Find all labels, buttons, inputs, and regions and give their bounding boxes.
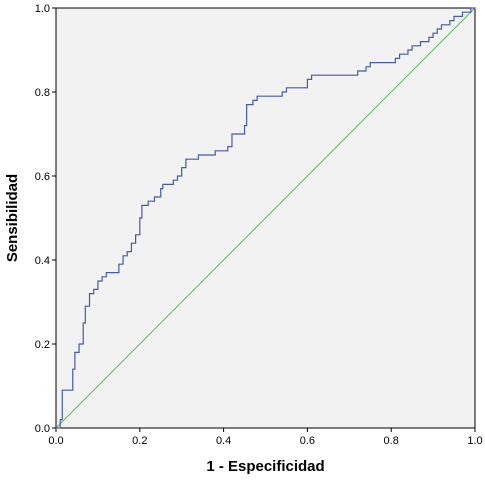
x-axis: 0.0 0.2 0.4 0.6 0.8 1.0 xyxy=(48,428,483,447)
y-axis-title: Sensibilidad xyxy=(4,174,21,262)
roc-curve-line xyxy=(56,7,475,429)
y-tick-label: 0.0 xyxy=(35,423,50,435)
x-tick-label: 0.8 xyxy=(384,435,399,447)
x-axis-title: 1 - Especificidad xyxy=(206,458,324,475)
x-tick-label: 0.2 xyxy=(132,435,147,447)
y-tick-label: 0.8 xyxy=(35,87,50,99)
x-tick-label: 0.0 xyxy=(48,435,63,447)
series-layer xyxy=(55,7,476,429)
x-tick-label: 0.6 xyxy=(300,435,315,447)
x-tick-label: 1.0 xyxy=(467,435,482,447)
reference-diagonal-line xyxy=(55,7,476,429)
x-tick-label: 0.4 xyxy=(216,435,231,447)
y-tick-label: 0.2 xyxy=(35,339,50,351)
y-tick-label: 0.6 xyxy=(35,171,50,183)
y-tick-label: 1.0 xyxy=(35,3,50,15)
y-tick-label: 0.4 xyxy=(35,255,50,267)
y-axis: 0.0 0.2 0.4 0.6 0.8 1.0 xyxy=(35,3,56,435)
